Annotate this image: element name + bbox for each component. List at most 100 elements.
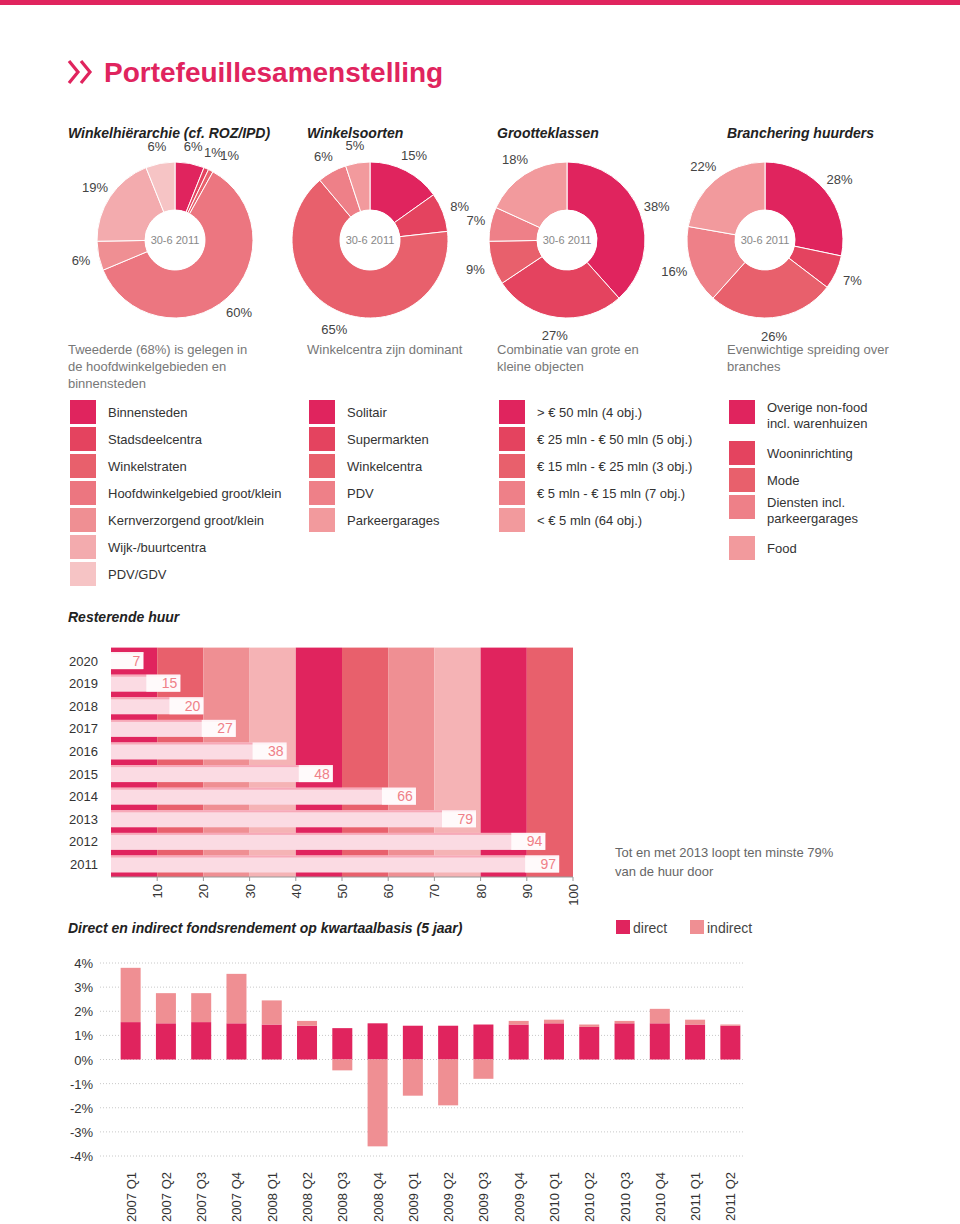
label-box: [202, 720, 236, 737]
legend-swatch: [729, 441, 755, 465]
legend-swatch: [729, 468, 755, 492]
text-line: parkeergarages: [767, 511, 859, 526]
label-box: [442, 810, 476, 827]
text-line: Diensten incl.: [767, 495, 845, 510]
y-tick-label: 2016: [69, 744, 98, 759]
legend-swatch: [309, 427, 335, 451]
bar: [111, 810, 476, 827]
bar-segment: [473, 1025, 493, 1060]
slice-label: 6%: [72, 253, 91, 268]
bar-stripe: [111, 810, 476, 812]
x-tick-label: 2010 Q4: [653, 1172, 668, 1222]
x-tick: [295, 877, 296, 881]
x-tick: [342, 877, 343, 881]
x-tick-label: 40: [289, 884, 304, 898]
y-tick-label: 2017: [69, 721, 98, 736]
x-tick: [480, 877, 481, 881]
y-tick-label: 3%: [74, 980, 93, 995]
caption: Evenwichtige spreiding overbranches: [727, 342, 890, 374]
slice-label: 5%: [345, 138, 364, 153]
stacked-bar-chart: Direct en indirect fondsrendement op kwa…: [68, 920, 752, 1222]
slice-label: 19%: [82, 180, 108, 195]
legend-label: Food: [767, 541, 797, 556]
legend-label: € 5 mln - € 15 mln (7 obj.): [537, 486, 685, 501]
donut-chart: Winkelsoorten15%8%65%6%5%30-6 2011Winkel…: [292, 125, 470, 532]
x-tick-label: 10: [150, 884, 165, 898]
bar-segment: [509, 1025, 529, 1060]
chart-title: Branchering huurders: [727, 125, 874, 141]
y-tick-label: -4%: [70, 1149, 94, 1164]
legend-label: Diensten incl.parkeergarages: [767, 495, 859, 526]
x-tick-label: 80: [474, 884, 489, 898]
legend-label: Solitair: [347, 405, 387, 420]
label-box: [511, 833, 545, 850]
bar-segment: [262, 1025, 282, 1060]
slice-label: 6%: [314, 149, 333, 164]
donut-slice: [394, 195, 447, 237]
chart-title: Resterende huur: [68, 609, 181, 625]
bar-segment: [156, 993, 176, 1023]
donut-slice: [346, 162, 370, 211]
legend-label: Overige non-foodincl. warenhuizen: [767, 400, 867, 431]
bar-segment: [544, 1020, 564, 1024]
text-line: kleine objecten: [497, 359, 584, 374]
bar: [111, 720, 236, 737]
donut-chart: Branchering huurders28%7%26%16%22%30-6 2…: [661, 125, 889, 560]
chart-title: Winkelhiërarchie (cf. ROZ/IPD): [68, 125, 270, 141]
y-tick-label: 2018: [69, 699, 98, 714]
x-tick-label: 2007 Q4: [229, 1172, 244, 1222]
legend-swatch: [70, 481, 96, 505]
bar: [111, 743, 287, 760]
text-line: Combinatie van grote en: [497, 342, 639, 357]
donut-chart: Grootteklassen38%27%9%7%18%30-6 2011Comb…: [466, 125, 692, 532]
legend-swatch: [70, 454, 96, 478]
caption: Winkelcentra zijn dominant: [307, 342, 463, 357]
slice-label: 27%: [542, 328, 568, 343]
bar-segment: [121, 1022, 141, 1059]
text-line: binnensteden: [68, 376, 146, 391]
bar-segment: [191, 1022, 211, 1059]
bar: [111, 788, 416, 805]
legend-swatch: [729, 400, 755, 424]
text-line: van de huur door: [615, 864, 714, 879]
x-tick-label: 2007 Q1: [124, 1172, 139, 1222]
bar-segment: [226, 1023, 246, 1059]
page: Portefeuillesamenstelling Winkelhiërarchi…: [0, 0, 960, 1224]
bar: [111, 675, 180, 692]
y-tick-label: 2020: [69, 654, 98, 669]
x-tick: [388, 877, 389, 881]
y-tick-label: -2%: [70, 1101, 94, 1116]
bar-segment: [403, 1026, 423, 1060]
y-tick-label: 2014: [69, 789, 98, 804]
legend-swatch: [499, 481, 525, 505]
center-label: 30-6 2011: [543, 234, 592, 246]
x-tick-label: 50: [335, 884, 350, 898]
legend-swatch: [70, 535, 96, 559]
legend-label: Wooninrichting: [767, 446, 853, 461]
label-box: [169, 697, 203, 714]
legend-swatch: [309, 481, 335, 505]
label-box: [253, 743, 287, 760]
bar-segment: [685, 1025, 705, 1060]
bar-segment: [156, 1023, 176, 1059]
legend-label: Kernverzorgend groot/klein: [108, 513, 264, 528]
text-line: branches: [727, 359, 781, 374]
text-line: incl. warenhuizen: [767, 416, 867, 431]
x-tick: [203, 877, 204, 881]
x-tick: [157, 877, 158, 881]
legend-label: Parkeergarages: [347, 513, 440, 528]
y-tick-label: -3%: [70, 1125, 94, 1140]
center-label: 30-6 2011: [346, 234, 395, 246]
text-line: Tot en met 2013 loopt ten minste 79%: [615, 845, 834, 860]
bar-segment: [226, 974, 246, 1023]
bar-stripe: [111, 788, 416, 790]
label-box: [525, 856, 559, 873]
text-line: Tweederde (68%) is gelegen in: [68, 342, 247, 357]
slice-label: 18%: [502, 152, 528, 167]
data-label: 7: [133, 653, 141, 669]
page-title: Portefeuillesamenstelling: [104, 57, 443, 88]
legend-swatch: [729, 536, 755, 560]
legend-label: Hoofdwinkelgebied groot/klein: [108, 486, 281, 501]
bar-labels: 9794796648382720157: [111, 652, 559, 872]
legend-swatch: [70, 508, 96, 532]
